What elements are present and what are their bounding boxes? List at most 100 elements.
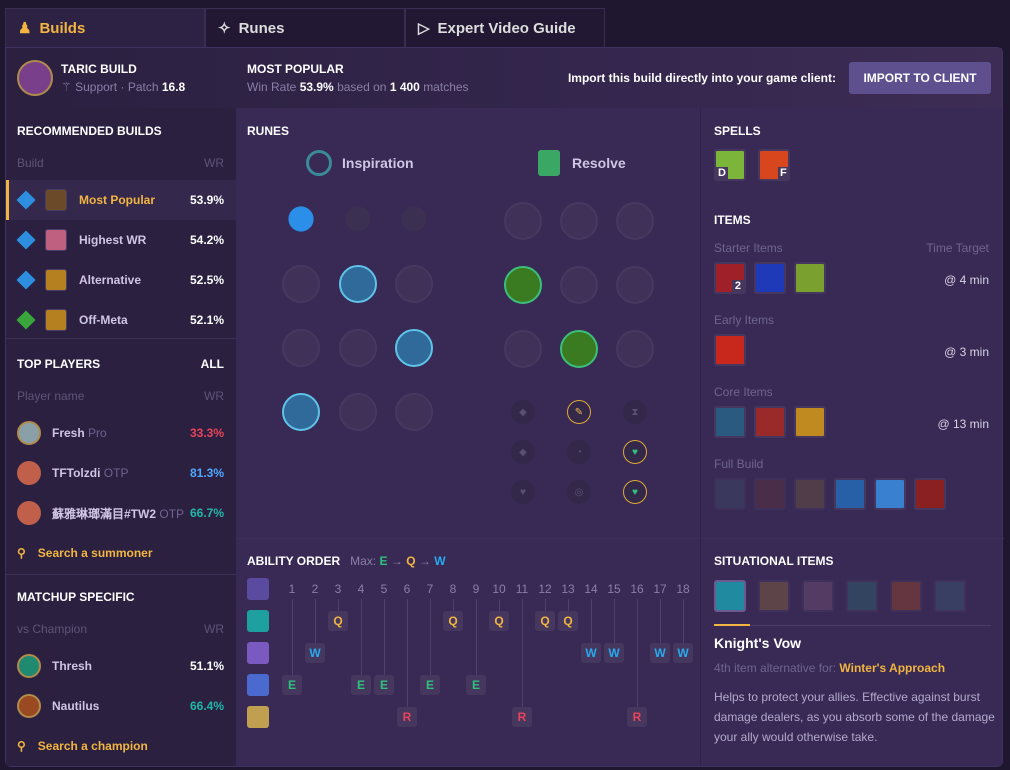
- items-title: ITEMS: [714, 213, 751, 227]
- player-item[interactable]: 蘇雅琳瑯滿目#TW2 OTP 66.7%: [6, 493, 236, 533]
- tab-builds[interactable]: ♟ Builds: [5, 8, 205, 47]
- tab-runes[interactable]: ✧ Runes: [205, 8, 405, 47]
- primary-rune[interactable]: [396, 201, 432, 237]
- secondary-rune[interactable]: [560, 330, 598, 368]
- skill-q-icon: [247, 610, 269, 632]
- primary-rune[interactable]: [282, 265, 320, 303]
- skill-level-marker: W: [673, 643, 693, 663]
- stat-shard-icon[interactable]: ✎: [567, 400, 591, 424]
- champion-avatar: [17, 654, 41, 678]
- primary-rune[interactable]: [282, 393, 320, 431]
- build-label: Alternative: [79, 273, 142, 287]
- secondary-rune[interactable]: [560, 202, 598, 240]
- matchup-item[interactable]: Nautilus 66.4%: [6, 686, 236, 726]
- situational-item-description: Helps to protect your allies. Effective …: [714, 690, 995, 744]
- secondary-rune[interactable]: [616, 330, 654, 368]
- skill-level-marker: Q: [558, 611, 578, 631]
- item-icon[interactable]: [714, 406, 746, 438]
- skill-level-marker: E: [351, 675, 371, 695]
- item-icon[interactable]: [754, 262, 786, 294]
- import-to-client-button[interactable]: IMPORT TO CLIENT: [849, 62, 991, 94]
- search-summoner-button[interactable]: ⚲ Search a summoner: [17, 546, 153, 560]
- item-icon[interactable]: [794, 478, 826, 510]
- level-number: 2: [311, 582, 319, 596]
- skill-level-marker: W: [305, 643, 325, 663]
- all-players-link[interactable]: ALL: [200, 357, 224, 371]
- matchup-item[interactable]: Thresh 51.1%: [6, 646, 236, 686]
- recommended-build-item[interactable]: Highest WR 54.2%: [6, 220, 236, 260]
- secondary-rune[interactable]: [616, 266, 654, 304]
- situational-item-icon[interactable]: [890, 580, 922, 612]
- level-number: 11: [515, 582, 529, 596]
- secondary-rune[interactable]: [504, 202, 542, 240]
- support-icon: ⚚: [61, 80, 72, 94]
- item-icon[interactable]: 2: [714, 262, 746, 294]
- level-number: 1: [288, 582, 296, 596]
- skill-level-marker: W: [650, 643, 670, 663]
- item-icon[interactable]: [834, 478, 866, 510]
- primary-rune[interactable]: [395, 329, 433, 367]
- primary-rune[interactable]: [282, 329, 320, 367]
- skill-level-marker: R: [397, 707, 417, 727]
- matchup-name: Nautilus: [52, 699, 100, 713]
- item-icon[interactable]: [714, 334, 746, 366]
- level-connector: [407, 599, 408, 707]
- player-wr: 66.7%: [189, 506, 224, 520]
- tab-bar: ♟ Builds ✧ Runes ▷ Expert Video Guide: [5, 8, 605, 47]
- recommended-build-item[interactable]: Most Popular 53.9%: [6, 180, 236, 220]
- player-item[interactable]: TFTolzdi OTP 81.3%: [6, 453, 236, 493]
- stat-shard-icon[interactable]: ⧗: [623, 400, 647, 424]
- stat-shard-icon[interactable]: ◆: [511, 400, 535, 424]
- item-icon[interactable]: [874, 478, 906, 510]
- search-champion-button[interactable]: ⚲ Search a champion: [17, 739, 148, 753]
- summoner-spell-icon[interactable]: D: [714, 149, 746, 181]
- level-connector: [453, 599, 454, 611]
- stat-shard-icon[interactable]: ◆: [511, 440, 535, 464]
- item-icon[interactable]: [714, 478, 746, 510]
- primary-rune[interactable]: [339, 393, 377, 431]
- stat-shard-icon[interactable]: ◔: [567, 440, 591, 464]
- item-icon[interactable]: [754, 406, 786, 438]
- build-header: TARIC BUILD ⚚ Support · Patch 16.8 MOST …: [6, 48, 1002, 108]
- item-icon[interactable]: [794, 406, 826, 438]
- secondary-rune[interactable]: [504, 330, 542, 368]
- secondary-rune[interactable]: [504, 266, 542, 304]
- situational-item-icon[interactable]: [846, 580, 878, 612]
- item-icon: [45, 309, 67, 331]
- build-wr: 53.9%: [189, 193, 224, 207]
- stat-shard-icon[interactable]: ♥: [623, 480, 647, 504]
- level-number: 4: [357, 582, 365, 596]
- primary-rune[interactable]: [339, 265, 377, 303]
- recommended-build-item[interactable]: Alternative 52.5%: [6, 260, 236, 300]
- situational-item-icon[interactable]: [758, 580, 790, 612]
- item-icon: [45, 269, 67, 291]
- tab-expert-video-guide[interactable]: ▷ Expert Video Guide: [405, 8, 605, 47]
- player-item[interactable]: Fresh Pro 33.3%: [6, 413, 236, 453]
- spell-key: F: [778, 167, 789, 179]
- level-connector: [315, 599, 316, 643]
- item-icon[interactable]: [754, 478, 786, 510]
- situational-item-icon[interactable]: [934, 580, 966, 612]
- primary-rune[interactable]: [339, 329, 377, 367]
- player-avatar: [17, 421, 41, 445]
- col-matchup-wr: WR: [204, 622, 224, 636]
- item-icon[interactable]: [794, 262, 826, 294]
- level-number: 13: [561, 582, 575, 596]
- secondary-rune[interactable]: [560, 266, 598, 304]
- skill-level-marker: E: [374, 675, 394, 695]
- primary-rune[interactable]: [395, 393, 433, 431]
- video-icon: ▷: [418, 20, 430, 37]
- recommended-build-item[interactable]: Off-Meta 52.1%: [6, 300, 236, 340]
- primary-rune[interactable]: [395, 265, 433, 303]
- stat-shard-icon[interactable]: ♥: [623, 440, 647, 464]
- stat-shard-icon[interactable]: ◎: [567, 480, 591, 504]
- champion-avatar: [17, 694, 41, 718]
- stat-shard-icon[interactable]: ♥: [511, 480, 535, 504]
- secondary-rune[interactable]: [616, 202, 654, 240]
- situational-item-icon[interactable]: [714, 580, 746, 612]
- item-icon[interactable]: [914, 478, 946, 510]
- primary-rune[interactable]: [340, 201, 376, 237]
- summoner-spell-icon[interactable]: F: [758, 149, 790, 181]
- situational-item-icon[interactable]: [802, 580, 834, 612]
- primary-rune[interactable]: [283, 201, 319, 237]
